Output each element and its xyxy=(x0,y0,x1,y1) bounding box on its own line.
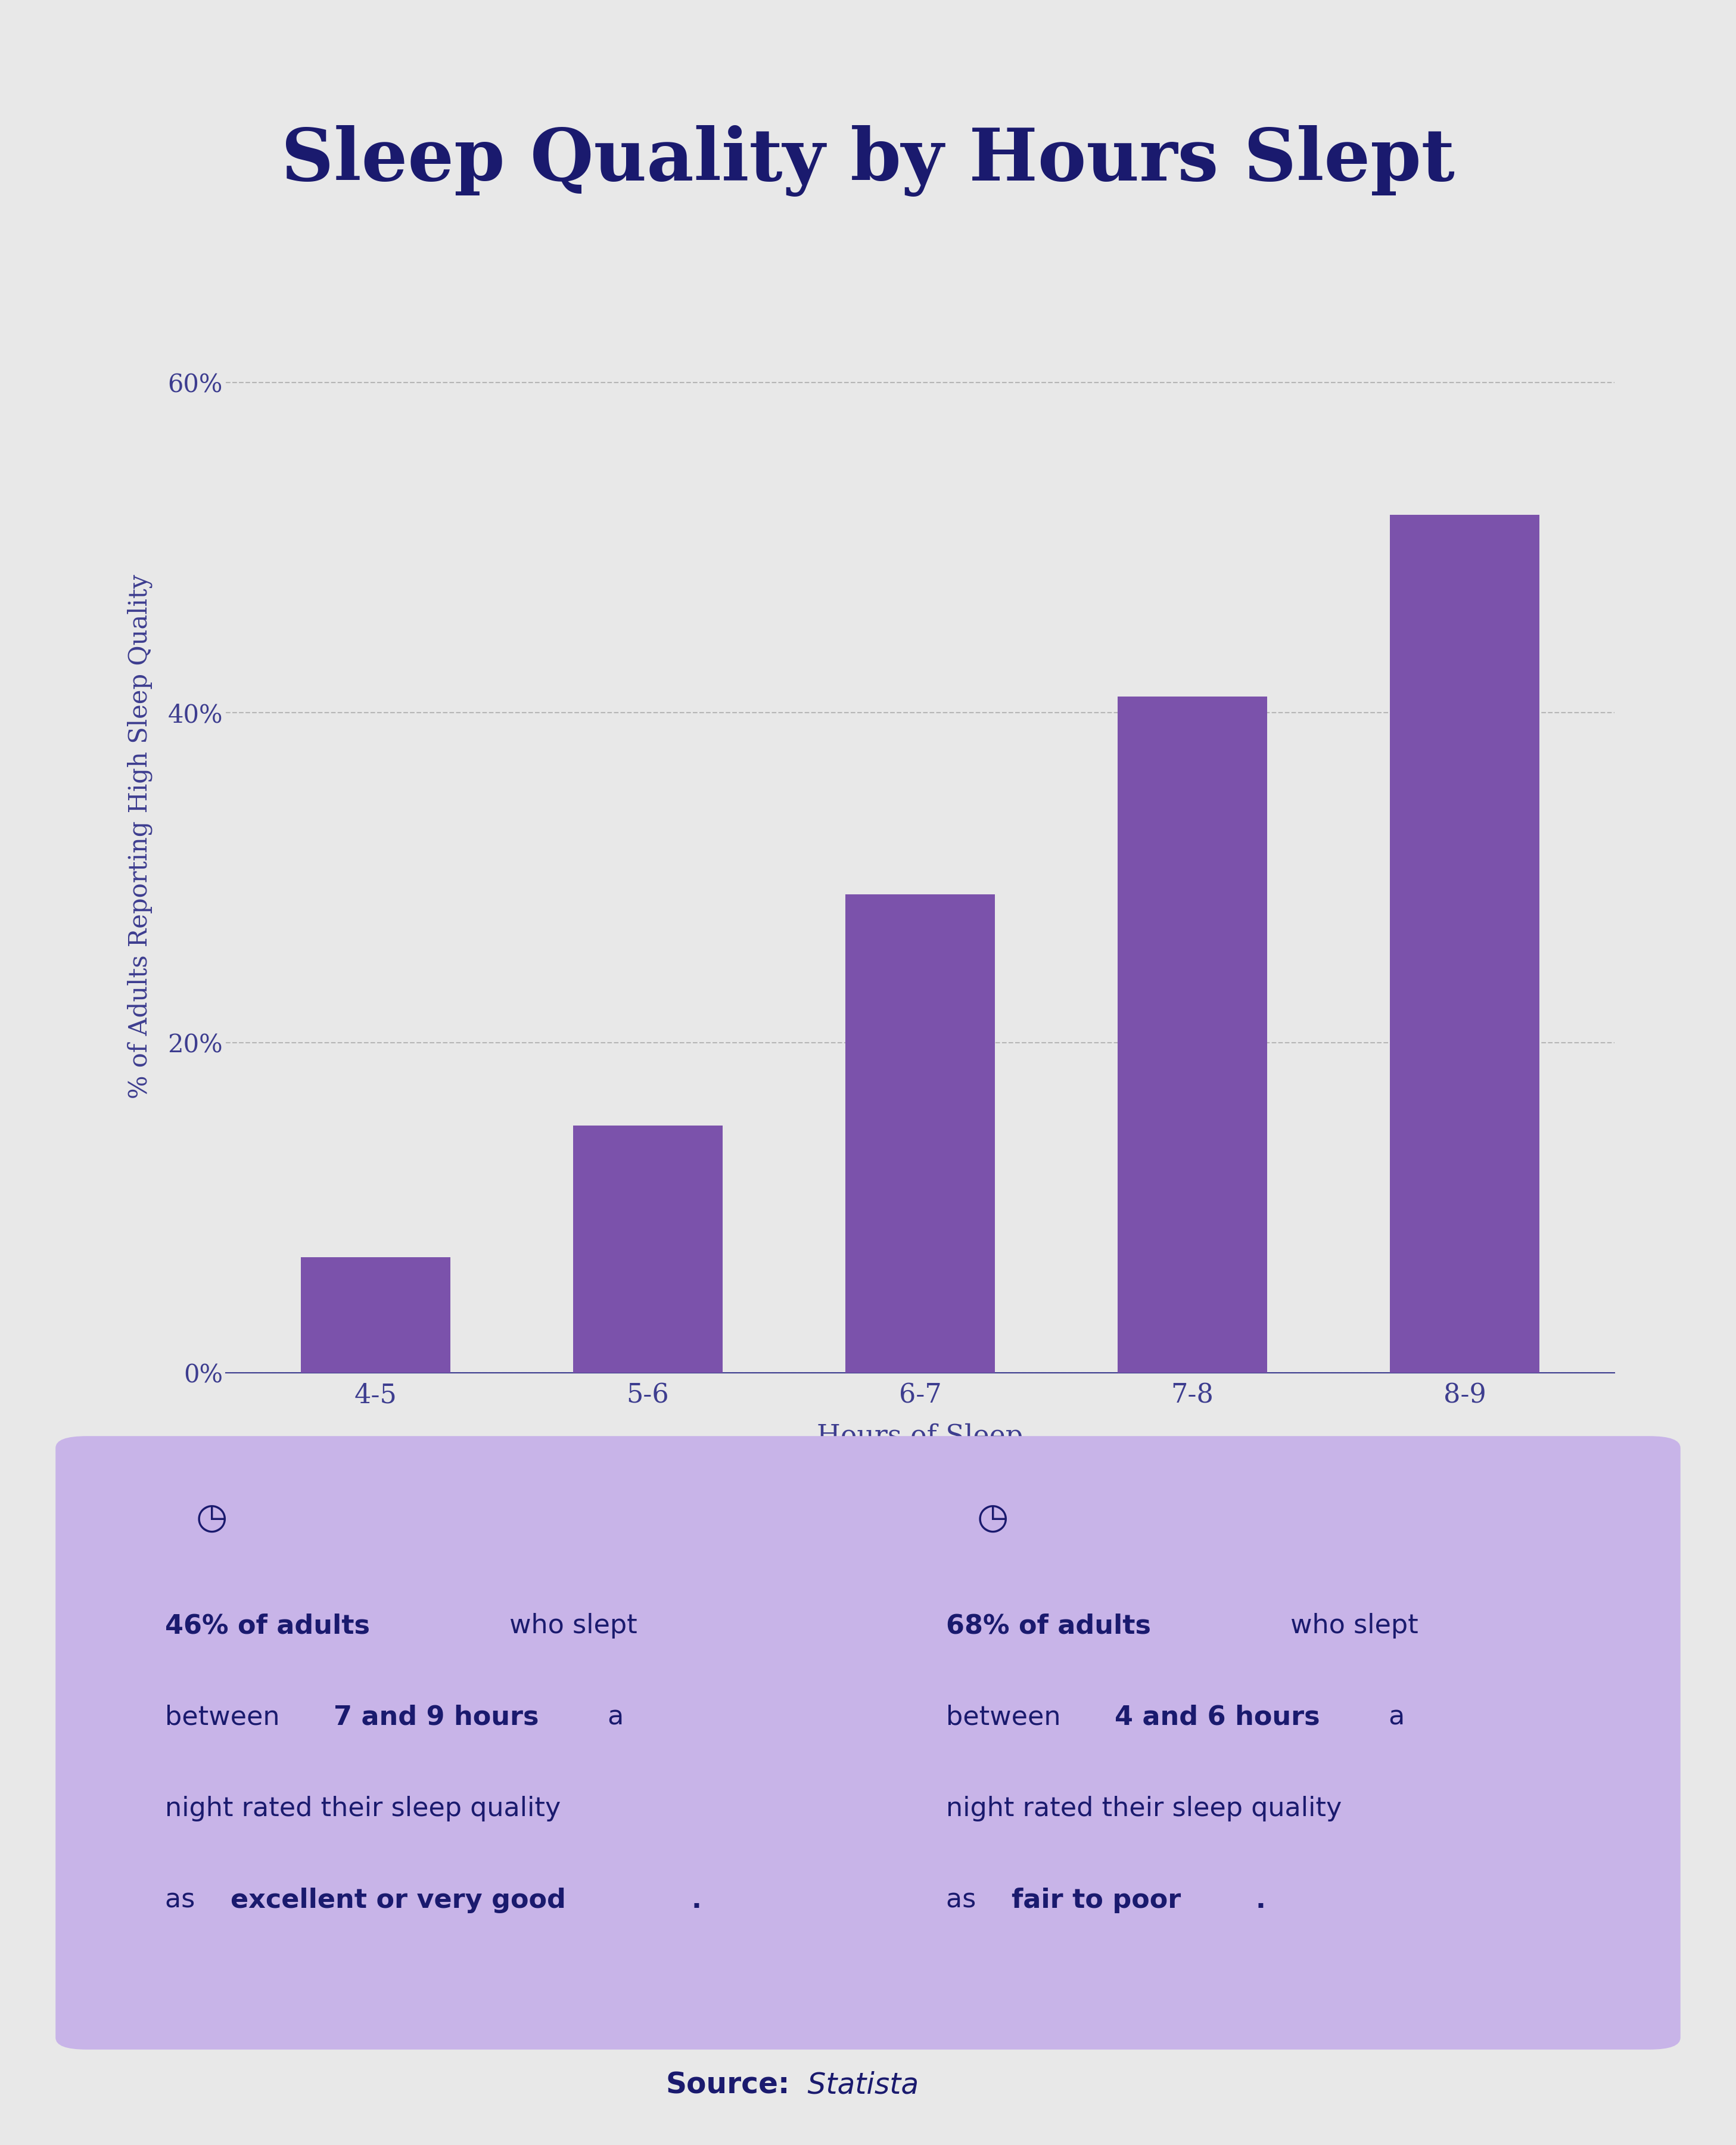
Bar xyxy=(1118,697,1267,1373)
Text: who slept: who slept xyxy=(1281,1613,1418,1639)
Text: between: between xyxy=(946,1705,1069,1731)
Text: 4 and 6 hours: 4 and 6 hours xyxy=(1115,1705,1319,1731)
Bar xyxy=(1391,515,1540,1373)
Text: as: as xyxy=(946,1888,984,1913)
Text: as: as xyxy=(165,1888,203,1913)
Y-axis label: % of Adults Reporting High Sleep Quality: % of Adults Reporting High Sleep Quality xyxy=(127,575,153,1098)
Bar xyxy=(573,1126,722,1373)
Text: ◷: ◷ xyxy=(196,1502,227,1536)
Text: fair to poor: fair to poor xyxy=(1012,1888,1180,1913)
Text: 7 and 9 hours: 7 and 9 hours xyxy=(333,1705,538,1731)
Bar xyxy=(845,894,995,1373)
Text: Sleep Quality by Hours Slept: Sleep Quality by Hours Slept xyxy=(281,124,1455,197)
Text: a: a xyxy=(1380,1705,1404,1731)
Text: who slept: who slept xyxy=(502,1613,637,1639)
Text: a: a xyxy=(599,1705,623,1731)
Text: night rated their sleep quality: night rated their sleep quality xyxy=(946,1795,1342,1821)
X-axis label: Hours of Sleep: Hours of Sleep xyxy=(818,1424,1023,1450)
Text: .: . xyxy=(691,1888,701,1913)
Text: 68% of adults: 68% of adults xyxy=(946,1613,1151,1639)
Text: Source:: Source: xyxy=(665,2070,790,2100)
Text: between: between xyxy=(165,1705,288,1731)
Text: night rated their sleep quality: night rated their sleep quality xyxy=(165,1795,561,1821)
Bar xyxy=(300,1257,450,1373)
Text: Statista: Statista xyxy=(799,2070,918,2100)
Text: 46% of adults: 46% of adults xyxy=(165,1613,370,1639)
Text: excellent or very good: excellent or very good xyxy=(231,1888,566,1913)
FancyBboxPatch shape xyxy=(56,1437,1680,2051)
Text: ◷: ◷ xyxy=(977,1502,1009,1536)
Text: .: . xyxy=(1255,1888,1266,1913)
